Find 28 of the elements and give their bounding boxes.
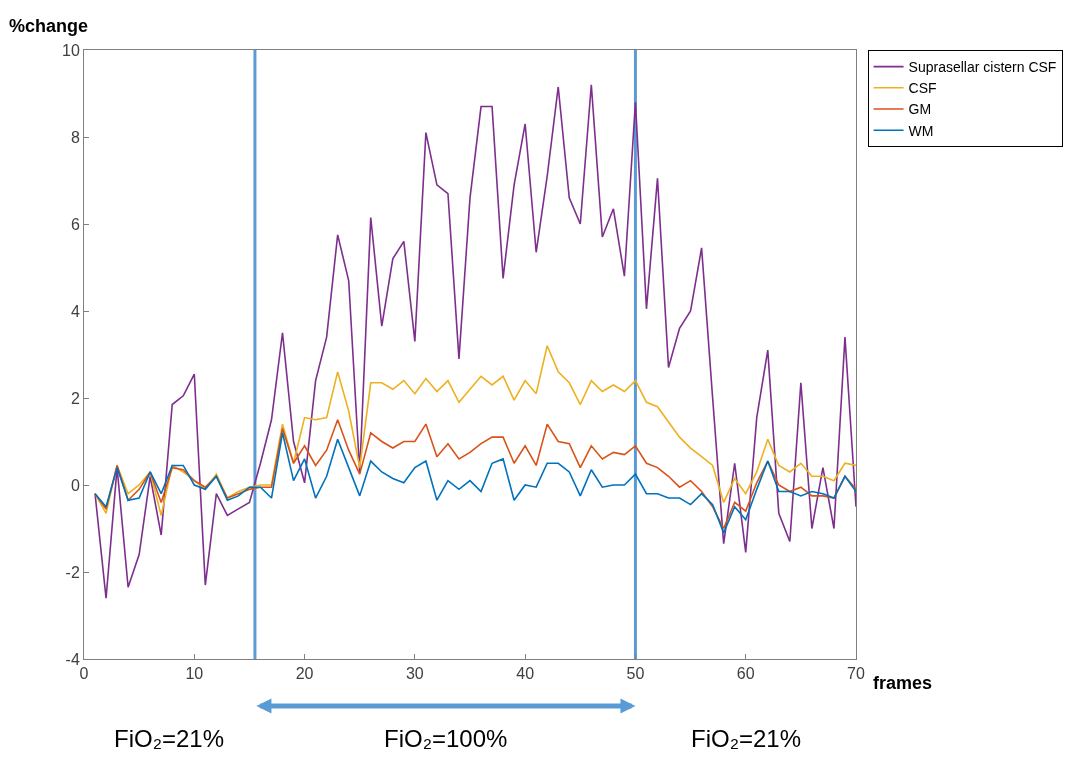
x-axis-title: frames [873,673,933,693]
line-series [94,432,856,534]
text: FiO₂=21% [114,725,225,752]
x-tick-label: 10 [185,665,204,683]
legend-label: Suprasellar cistern CSF [908,59,1057,76]
y-axis-title: %change [9,16,89,36]
y-tick-label: 6 [70,215,80,233]
line-series [94,418,856,530]
line-series [94,345,856,517]
y-tick-label: -2 [65,563,80,581]
y-tick-label: 2 [70,389,80,407]
legend-label: CSF [908,80,937,97]
legend-label: WM [908,122,934,139]
y-tick-label: -4 [65,650,80,668]
x-tick-label: 40 [516,665,535,683]
y-tick-label: 0 [70,476,80,494]
y-tick-label: 8 [70,128,80,146]
x-tick-label: 60 [736,665,755,683]
legend-label: GM [908,101,932,118]
x-tick-label: 20 [295,665,314,683]
text: FiO₂=100% [384,725,508,752]
x-tick-label: 30 [405,665,424,683]
x-tick-label: 70 [847,665,865,683]
y-tick-label: 10 [62,41,80,59]
text: FiO₂=21% [691,725,802,752]
x-tick-label: 50 [626,665,645,683]
y-tick-label: 4 [70,302,80,320]
line-series [94,84,856,599]
